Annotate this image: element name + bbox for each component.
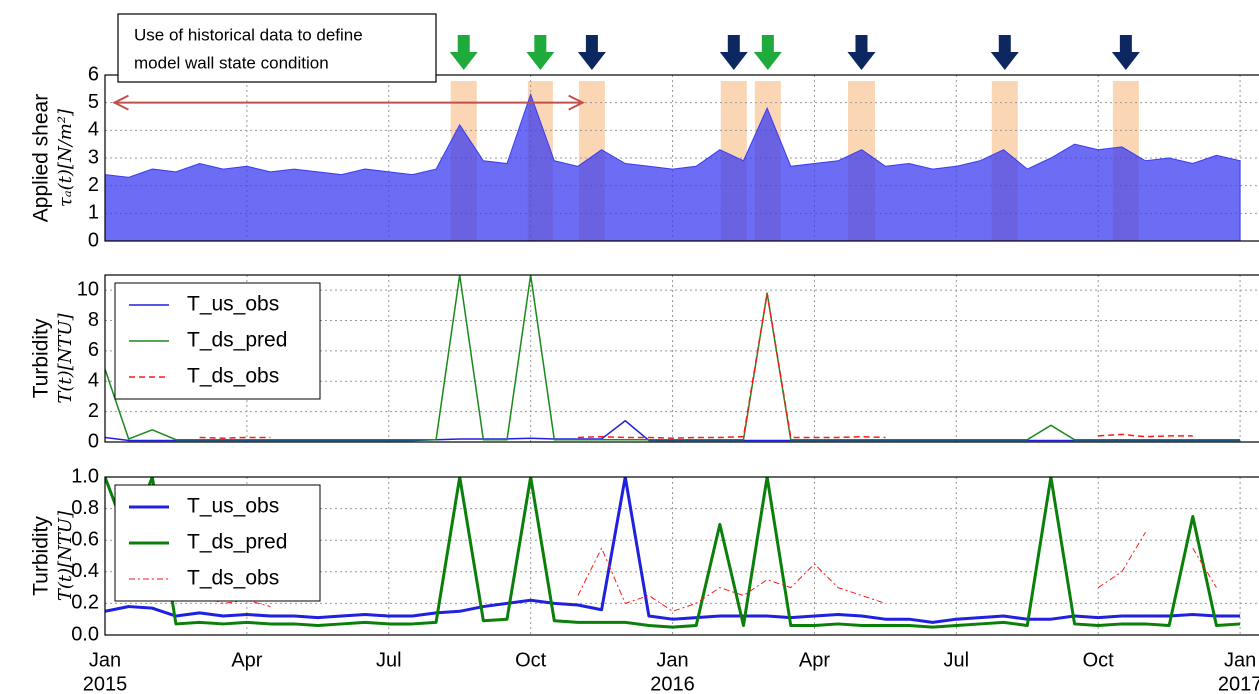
annotation-text: model wall state condition [134,53,329,72]
arrow-head [112,94,129,111]
event-arrow [526,35,555,70]
x-tick-label: Apr [231,649,262,671]
y-axis-label: Turbidity [30,516,53,596]
y-tick-label: 0.6 [71,528,99,550]
series-line [199,292,1193,439]
x-tick-label: Jul [944,649,970,671]
y-tick-label: 1 [88,202,99,224]
y-tick-label: 4 [88,119,99,141]
y-axis-label: T(t)[NTU] [55,510,76,601]
x-tick-label: Jan [89,649,121,671]
x-tick-label: Jan [1224,649,1256,671]
y-tick-label: 6 [88,63,99,85]
series-line [105,477,1241,624]
event-arrow [753,35,782,70]
series-line [105,419,1241,442]
y-tick-label: 4 [88,370,99,392]
event-arrow [847,35,876,70]
arrow-head [568,94,585,111]
y-tick-label: 8 [88,309,99,331]
y-tick-label: 0.4 [71,560,99,582]
legend-label: T_us_obs [187,495,279,518]
y-tick-label: 10 [77,278,99,300]
x-year-label: 2016 [650,673,695,694]
y-tick-label: 0.0 [71,623,99,645]
y-axis-label: Applied shear [30,94,53,222]
y-axis-label: T(t)[NTU] [55,312,76,403]
x-tick-label: Jul [376,649,402,671]
x-tick-label: Oct [1083,649,1115,671]
x-tick-label: Apr [799,649,830,671]
y-tick-label: 5 [88,91,99,113]
y-tick-label: 6 [88,339,99,361]
event-arrow [1111,35,1140,70]
axes-frame [104,476,1259,636]
event-arrow [577,35,606,70]
x-year-label: 2015 [83,673,128,694]
y-tick-label: 0 [88,430,99,452]
y-axis-label: Turbidity [30,318,53,398]
y-tick-label: 0 [88,229,99,251]
legend-label: T_ds_pred [187,329,287,352]
legend-label: T_ds_obs [187,567,279,590]
shear-area [105,92,1241,241]
y-tick-label: 0.8 [71,497,99,519]
y-tick-label: 3 [88,146,99,168]
x-year-label: 2017 [1218,673,1259,694]
event-arrow [449,35,478,70]
plot-area [105,477,1241,629]
event-arrow [990,35,1019,70]
y-tick-label: 2 [88,400,99,422]
legend-label: T_ds_obs [187,365,279,388]
annotation-text: Use of historical data to define [134,25,363,44]
axes-frame [104,74,1259,242]
annotation-box [117,13,437,83]
legend-label: T_ds_pred [187,531,287,554]
x-tick-label: Jan [656,649,688,671]
y-axis-label: τₐ(t)[N/m²] [55,108,76,207]
event-arrow [719,35,748,70]
axes-frame [104,274,1259,443]
series-line [105,275,1241,441]
y-tick-label: 1.0 [71,465,99,487]
plot-area [105,275,1241,442]
y-tick-label: 2 [88,174,99,196]
y-tick-label: 0.2 [71,592,99,614]
plot-area [105,92,1241,241]
x-tick-label: Oct [515,649,547,671]
legend-label: T_us_obs [187,293,279,316]
series-line [105,477,1241,629]
